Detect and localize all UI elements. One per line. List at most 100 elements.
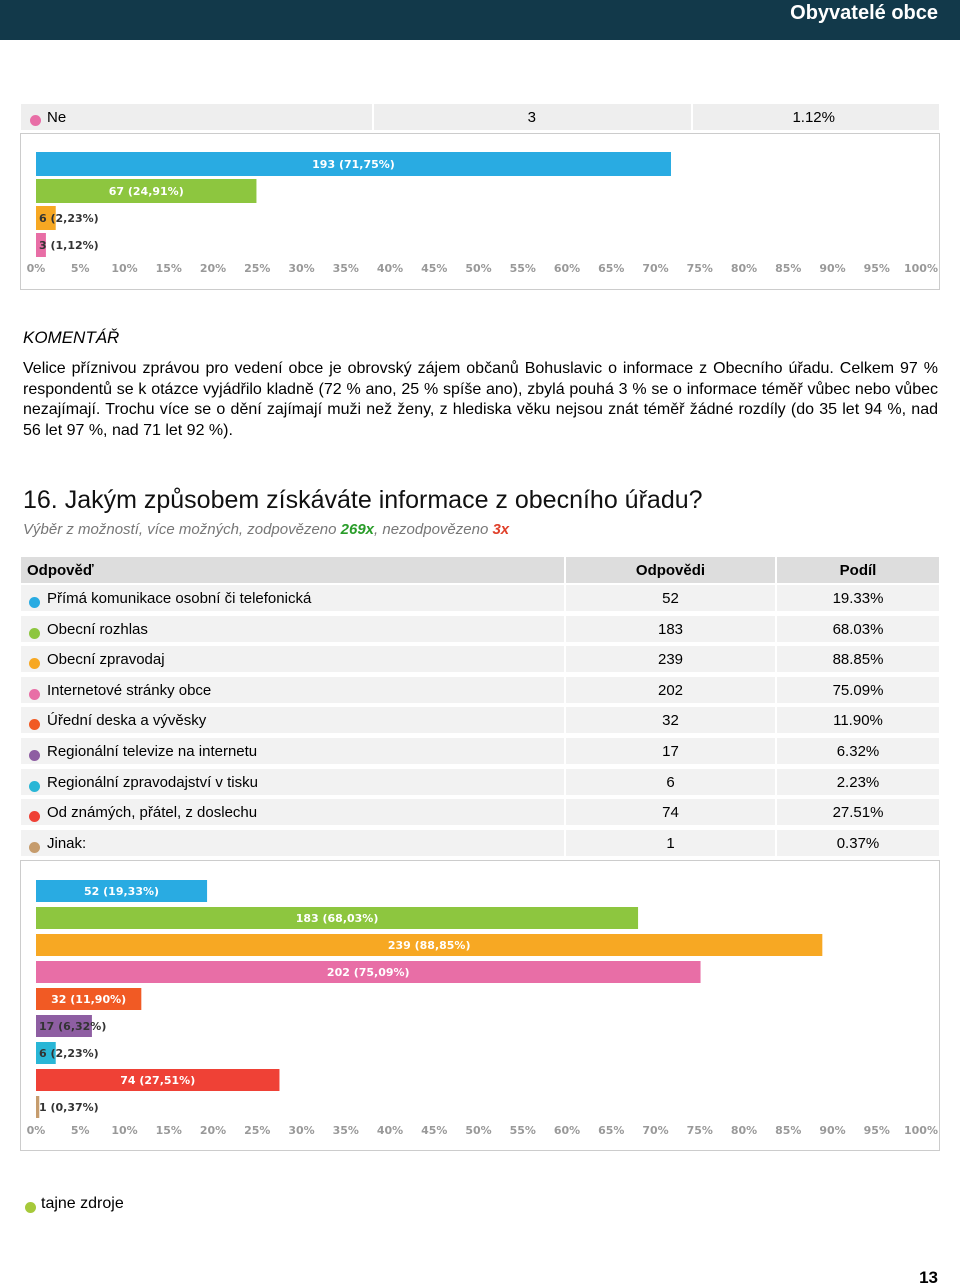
header-title: Obyvatelé obce <box>790 2 938 24</box>
header-cell: Odpověď <box>20 556 565 584</box>
cell: 75.09% <box>776 675 940 704</box>
x-tick-label: 85% <box>775 262 801 275</box>
dot <box>25 1202 36 1213</box>
header-cell: Podíl <box>776 556 940 584</box>
table-row: Úřední deska a vývěsky 32 11.90% <box>20 706 940 736</box>
value-label: 17 (6,32%) <box>39 1020 106 1033</box>
bar <box>36 880 208 902</box>
x-tick-label: 65% <box>598 262 624 275</box>
bar <box>36 1015 92 1037</box>
comment-heading: KOMENTÁŘ <box>23 328 120 347</box>
cell: 1 <box>565 828 776 857</box>
cell-text: Od známých, přátel, z doslechu <box>47 804 258 822</box>
value-label: 74 (27,51%) <box>120 1074 195 1087</box>
chart: 0% 5% 10% 15% 20% 25% 30% 35% 40% 45% 50% 55% 60% 65%… <box>27 880 938 1137</box>
x-tick-label: 100% <box>904 1124 938 1137</box>
bar <box>36 988 142 1010</box>
x-tick-label: 20% <box>200 1124 226 1137</box>
table-row: Přímá komunikace osobní či telefonická 52… <box>20 584 940 614</box>
x-tick-label: 55% <box>510 1124 536 1137</box>
dot <box>29 811 40 823</box>
x-tick-label: 60% <box>554 262 580 275</box>
x-tick-label: 40% <box>377 262 403 275</box>
x-tick-label: 65% <box>598 1124 624 1137</box>
x-tick-label: 25% <box>244 262 270 275</box>
footer-note: tajne zdroje <box>41 1195 124 1212</box>
chart-box: 0% 5% 10% 15% 20% 25% 30% 35% 40% 45% 50% 55% 60% 65%… <box>20 133 940 290</box>
cell-text: Regionální televize na internetu <box>47 743 258 760</box>
x-tick-label: 95% <box>864 262 890 275</box>
cell: Regionální zpravodajství v tisku <box>20 767 565 796</box>
table-row: Obecní rozhlas 183 68.03% <box>20 614 940 645</box>
header: Obyvatelé obce <box>0 0 960 40</box>
top-table-row: Ne 3 1.12% <box>20 103 940 133</box>
x-tick-label: 70% <box>642 262 668 275</box>
x-tick-label: 10% <box>111 1124 137 1137</box>
x-tick-label: 5% <box>71 1124 90 1137</box>
cell: 6 <box>565 767 776 796</box>
table-row: Regionální televize na internetu 17 6.32% <box>20 737 940 767</box>
dot <box>29 627 40 639</box>
bar <box>36 1042 56 1064</box>
value-label: 202 (75,09%) <box>327 966 410 979</box>
table-row: Od známých, přátel, z doslechu 74 27.51% <box>20 798 940 828</box>
x-tick-label: 70% <box>642 1124 668 1137</box>
x-tick-label: 50% <box>465 1124 491 1137</box>
x-tick-label: 55% <box>510 262 536 275</box>
header-cell: Odpovědi <box>565 556 776 584</box>
page-number: 13 <box>919 1268 938 1286</box>
bar <box>36 233 46 257</box>
cell: Přímá komunikace osobní či telefonická <box>20 584 565 612</box>
dot <box>29 750 40 761</box>
value-label: 32 (11,90%) <box>51 993 126 1006</box>
value-label: 239 (88,85%) <box>388 939 471 952</box>
x-tick-label: 0% <box>27 262 46 275</box>
bar <box>36 934 823 956</box>
x-tick-label: 20% <box>200 262 226 275</box>
cell-text: Jinak: <box>47 834 87 852</box>
cell: Ne <box>20 103 373 131</box>
cell-text: Přímá komunikace osobní či telefonická <box>47 590 312 607</box>
cell: Obecní zpravodaj <box>20 645 565 674</box>
x-tick-label: 25% <box>244 1124 270 1137</box>
x-tick-label: 35% <box>333 262 359 275</box>
table-header: Odpověď Odpovědi Podíl <box>20 556 940 586</box>
cell: 183 <box>565 614 776 643</box>
cell: Obecní rozhlas <box>20 614 565 643</box>
cell-text: Obecní zpravodaj <box>47 651 165 669</box>
x-tick-label: 15% <box>156 1124 182 1137</box>
x-tick-label: 30% <box>288 1124 314 1137</box>
chart: 0% 5% 10% 15% 20% 25% 30% 35% 40% 45% 50% 55% 60% 65%… <box>27 152 938 275</box>
table-row: Jinak: 1 0.37% <box>20 828 940 859</box>
question-subtitle: Výběr z možností, více možných, zodpověz… <box>23 521 509 538</box>
cell: Od známých, přátel, z doslechu <box>20 798 565 827</box>
dot <box>29 658 40 670</box>
x-tick-label: 100% <box>904 262 938 275</box>
x-tick-label: 60% <box>554 1124 580 1137</box>
x-tick-label: 80% <box>731 1124 757 1137</box>
subtitle-text: Výběr z možností, více možných, zodpověz… <box>23 521 341 538</box>
value-label: 67 (24,91%) <box>109 185 184 198</box>
cell: Regionální televize na internetu <box>20 737 565 765</box>
bar <box>36 907 639 929</box>
cell-text: Regionální zpravodajství v tisku <box>47 773 258 791</box>
x-tick-label: 75% <box>687 262 713 275</box>
bar <box>36 206 56 230</box>
cell: 17 <box>565 737 776 765</box>
dot <box>30 115 41 126</box>
dot <box>29 688 40 700</box>
x-tick-label: 80% <box>731 262 757 275</box>
cell: Úřední deska a vývěsky <box>20 706 565 735</box>
value-label: 6 (2,23%) <box>39 1047 99 1060</box>
cell: 239 <box>565 645 776 674</box>
cell-text: Obecní rozhlas <box>47 620 148 638</box>
table-row: Regionální zpravodajství v tisku 6 2.23% <box>20 767 940 798</box>
bar <box>36 1069 280 1091</box>
dot <box>29 841 40 853</box>
table-row: Internetové stránky obce 202 75.09% <box>20 675 940 706</box>
x-tick-label: 30% <box>288 262 314 275</box>
cell: 52 <box>565 584 776 612</box>
cell: Internetové stránky obce <box>20 675 565 704</box>
x-tick-label: 75% <box>687 1124 713 1137</box>
